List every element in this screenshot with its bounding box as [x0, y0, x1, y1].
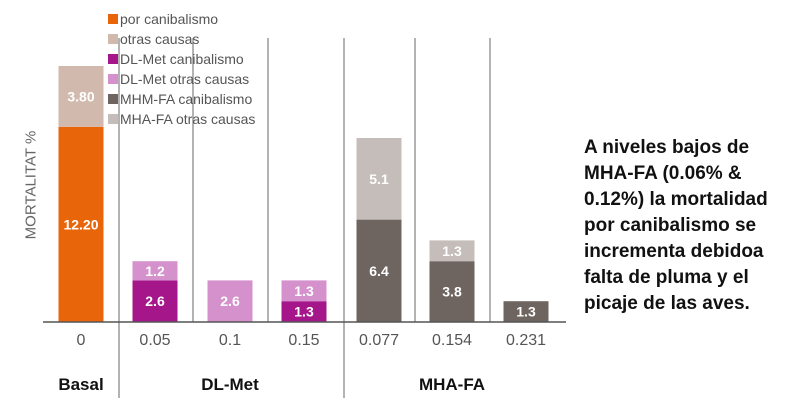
legend-item: por canibalismo: [108, 9, 255, 29]
bar-segment: [356, 138, 402, 220]
data-label: 1.3: [516, 304, 536, 320]
legend-item: DL-Met otras causas: [108, 69, 255, 89]
legend-item: MHM-FA canibalismo: [108, 89, 255, 109]
legend-item: MHA-FA otras causas: [108, 109, 255, 129]
bar-segment: [207, 280, 253, 322]
bar-segment: [132, 280, 178, 322]
data-label: 1.3: [294, 283, 314, 299]
bar-segment: [281, 301, 327, 322]
x-tick-label: 0.05: [139, 332, 170, 349]
legend-swatch: [108, 114, 118, 124]
y-axis-label: MORTALITAT %: [22, 130, 40, 240]
bar-segment: [503, 301, 549, 322]
annotation-text: A niveles bajos de MHA-FA (0.06% & 0.12%…: [584, 137, 768, 314]
bar-segment: [58, 126, 104, 322]
legend-item: otras causas: [108, 29, 255, 49]
data-label: 1.2: [145, 263, 165, 279]
legend-label: otras causas: [120, 31, 200, 47]
bar-segment: [356, 219, 402, 322]
legend-label: MHM-FA canibalismo: [120, 91, 253, 107]
legend-swatch: [108, 74, 118, 84]
legend-label: DL-Met canibalismo: [120, 51, 244, 67]
data-label: 3.80: [67, 88, 94, 104]
bar-segment: [132, 261, 178, 281]
data-label: 2.6: [145, 293, 165, 309]
data-label: 1.3: [442, 243, 462, 259]
legend-swatch: [108, 34, 118, 44]
bar-segment: [58, 66, 104, 127]
x-tick-label: 0: [77, 332, 86, 349]
legend-swatch: [108, 54, 118, 64]
legend-swatch: [108, 94, 118, 104]
legend-label: por canibalismo: [120, 11, 219, 27]
x-tick-label: 0.077: [359, 332, 399, 349]
group-label: Basal: [58, 375, 103, 394]
bar-segment: [429, 240, 475, 262]
data-label: 12.20: [63, 216, 98, 232]
bar-segment: [429, 261, 475, 322]
group-label: DL-Met: [201, 375, 259, 394]
data-label: 1.3: [294, 304, 314, 320]
data-label: 3.8: [442, 284, 462, 300]
data-label: 5.1: [369, 171, 389, 187]
legend: por canibalismo otras causas DL-Met cani…: [108, 9, 255, 129]
bar-segment: [281, 280, 327, 302]
legend-label: MHA-FA otras causas: [120, 111, 256, 127]
group-label: MHA-FA: [419, 375, 485, 394]
legend-label: DL-Met otras causas: [120, 71, 250, 87]
x-tick-label: 0.15: [288, 332, 319, 349]
x-tick-label: 0.154: [432, 332, 472, 349]
legend-swatch: [108, 14, 118, 24]
data-label: 2.6: [220, 293, 240, 309]
data-label: 6.4: [369, 263, 389, 279]
x-tick-label: 0.1: [219, 332, 241, 349]
legend-item: DL-Met canibalismo: [108, 49, 255, 69]
x-tick-label: 0.231: [506, 332, 546, 349]
